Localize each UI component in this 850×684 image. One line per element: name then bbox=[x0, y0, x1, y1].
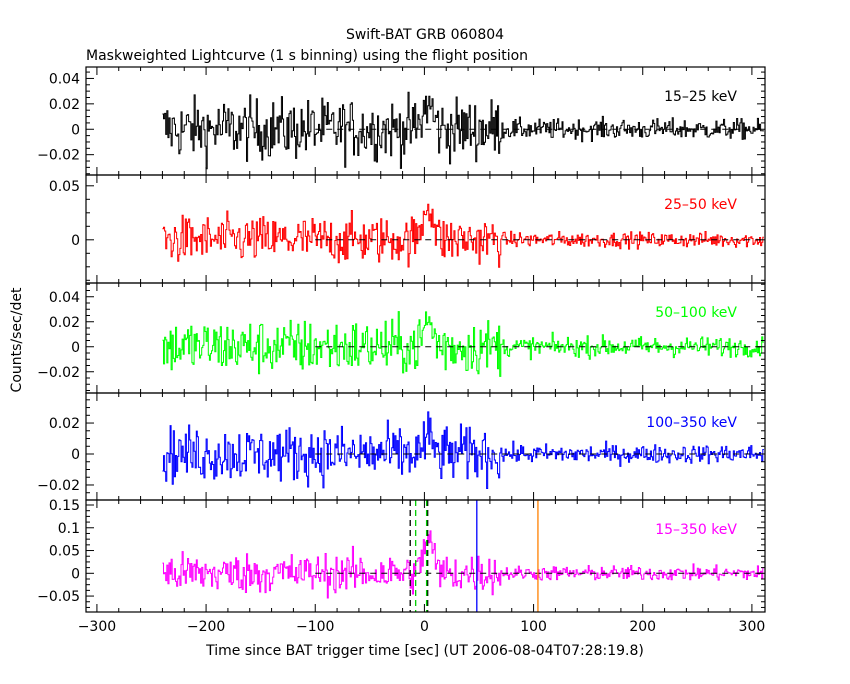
panel-frame bbox=[85, 499, 766, 613]
panel-1: 0 0.05 25–50 keV bbox=[49, 174, 766, 284]
chart-subtitle: Maskweighted Lightcurve (1 s binning) us… bbox=[86, 48, 528, 64]
panel-0: −0.02 0 0.02 0.04 15–25 keV bbox=[37, 66, 766, 176]
y-tick-label: 0.02 bbox=[49, 97, 80, 113]
y-tick-label: −0.05 bbox=[37, 589, 80, 605]
y-tick-label: 0.02 bbox=[49, 315, 80, 331]
y-tick-label: 0.1 bbox=[58, 521, 80, 537]
panel-3: −0.02 0 0.02 100–350 keV bbox=[37, 392, 766, 501]
y-tick-label: 0.04 bbox=[49, 71, 80, 87]
x-tick-label: −200 bbox=[187, 619, 225, 635]
series-line bbox=[162, 311, 764, 377]
y-tick-label: 0.04 bbox=[49, 290, 80, 306]
x-tick-label: 0 bbox=[420, 619, 429, 635]
series-line bbox=[162, 411, 764, 489]
panel-band-label: 15–25 keV bbox=[664, 89, 737, 105]
x-tick-label: 100 bbox=[520, 619, 547, 635]
y-tick-label: 0 bbox=[71, 233, 80, 249]
x-tick-label: −100 bbox=[296, 619, 334, 635]
panel-4: −0.05 0 0.05 0.1 0.15 15–350 keV bbox=[37, 498, 766, 613]
chart-title: Swift-BAT GRB 060804 bbox=[346, 27, 504, 43]
x-axis-label: Time since BAT trigger time [sec] (UT 20… bbox=[205, 643, 644, 659]
y-tick-label: −0.02 bbox=[37, 478, 80, 494]
panel-2: −0.02 0 0.02 0.04 50–100 keV bbox=[37, 282, 766, 394]
y-tick-label: 0 bbox=[71, 122, 80, 138]
panel-band-label: 25–50 keV bbox=[664, 197, 737, 213]
y-tick-label: 0 bbox=[71, 447, 80, 463]
y-tick-label: 0.05 bbox=[49, 544, 80, 560]
y-tick-label: −0.02 bbox=[37, 148, 80, 164]
x-tick-label: 200 bbox=[629, 619, 656, 635]
panel-frame bbox=[85, 66, 766, 176]
panel-band-label: 50–100 keV bbox=[655, 305, 737, 321]
panel-band-label: 100–350 keV bbox=[646, 415, 737, 431]
series-line bbox=[162, 91, 764, 170]
y-tick-label: −0.02 bbox=[37, 365, 80, 381]
y-tick-label: 0.05 bbox=[49, 179, 80, 195]
y-tick-label: 0.02 bbox=[49, 416, 80, 432]
y-axis-label: Counts/sec/det bbox=[9, 287, 25, 392]
y-tick-label: 0 bbox=[71, 566, 80, 582]
y-tick-label: 0 bbox=[71, 340, 80, 356]
y-tick-label: 0.15 bbox=[49, 498, 80, 514]
series-line bbox=[162, 203, 764, 268]
panel-band-label: 15–350 keV bbox=[655, 522, 737, 538]
series-line bbox=[162, 530, 764, 599]
x-tick-label: −300 bbox=[78, 619, 116, 635]
x-tick-label: 300 bbox=[739, 619, 766, 635]
